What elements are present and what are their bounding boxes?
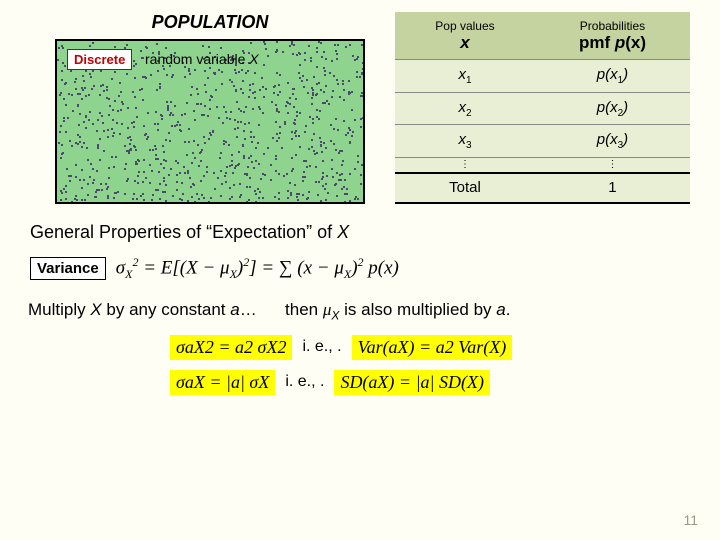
table-header-x: Pop values x [395,12,535,60]
variance-scale-left: σaX2 = a2 σX2 [170,335,292,360]
sd-scale-left: σaX = |a| σX [170,370,275,395]
table-row: x2p(x2) [395,92,690,125]
table-total-value: 1 [535,173,690,203]
sd-scale-right: SD(aX) = |a| SD(X) [334,370,490,395]
table-dots: ⋮ [535,157,690,172]
section-title: General Properties of “Expectation” of X [30,222,720,243]
random-variable-label: random variable X [145,51,259,67]
variance-formula-row: Variance σX2 = E[(X − μX)2] = ∑ (x − μX)… [30,255,720,282]
multiply-statement: Multiply X by any constant a… then μX is… [28,300,720,322]
table-total-label: Total [395,173,535,203]
pmf-table: Pop values x Probabilities pmf p(x) x1p(… [395,12,690,204]
page-number: 11 [683,512,698,528]
variance-scale-right: Var(aX) = a2 Var(X) [352,335,513,360]
table-row: x3p(x3) [395,125,690,158]
population-title: POPULATION [55,12,365,33]
ie-row-1: σaX2 = a2 σX2 i. e., . Var(aX) = a2 Var(… [170,335,720,360]
discrete-tag: Discrete [67,49,132,70]
variance-box: Variance [30,257,106,280]
table-header-prob: Probabilities pmf p(x) [535,12,690,60]
ie-row-2: σaX = |a| σX i. e., . SD(aX) = |a| SD(X) [170,370,720,395]
table-row: x1p(x1) [395,60,690,93]
variance-formula: σX2 = E[(X − μX)2] = ∑ (x − μX)2 p(x) [116,255,399,282]
population-scatter-box: Discrete random variable X [55,39,365,204]
table-dots: ⋮ [395,157,535,172]
